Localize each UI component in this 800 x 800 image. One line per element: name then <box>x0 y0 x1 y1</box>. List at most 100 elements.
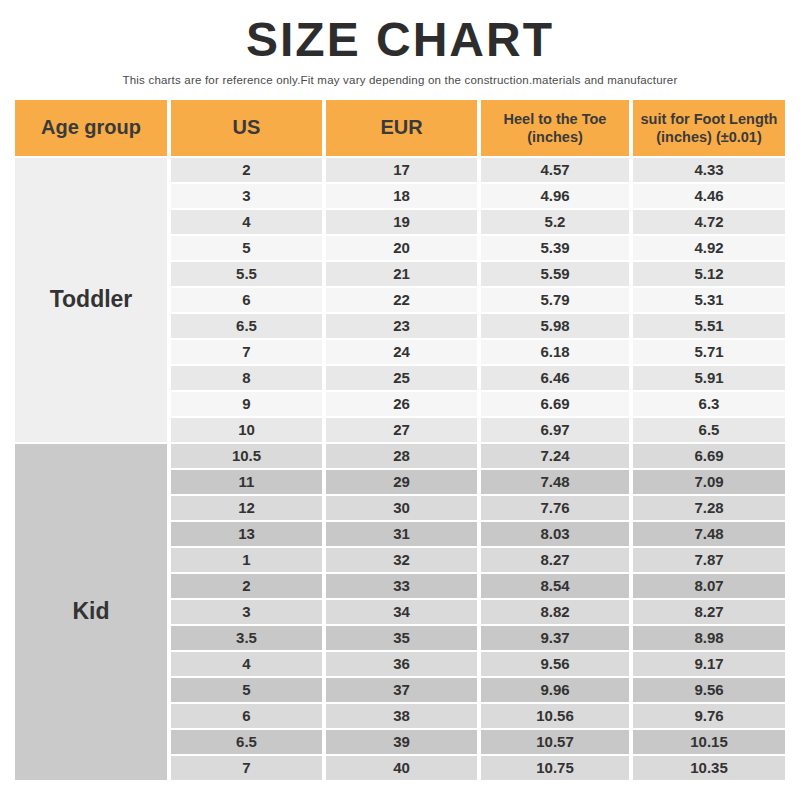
cell-foot-length: 5.71 <box>633 340 785 364</box>
cell-heel-to-the-toe: 5.98 <box>481 314 629 338</box>
cell-foot-length: 10.35 <box>633 756 785 780</box>
cell-foot-length: 5.51 <box>633 314 785 338</box>
cell-foot-length: 9.17 <box>633 652 785 676</box>
cell-heel-to-the-toe: 4.96 <box>481 184 629 208</box>
cell-eur: 33 <box>326 574 477 598</box>
cell-us: 3.5 <box>171 626 322 650</box>
cell-foot-length: 4.92 <box>633 236 785 260</box>
cell-heel-to-the-toe: 9.37 <box>481 626 629 650</box>
cell-foot-length: 7.09 <box>633 470 785 494</box>
table-row: Kid10.5287.246.69 <box>15 444 785 468</box>
cell-heel-to-the-toe: 9.96 <box>481 678 629 702</box>
group-cell-kid: Kid <box>15 444 167 780</box>
cell-eur: 39 <box>326 730 477 754</box>
table-row: Toddler2174.574.33 <box>15 158 785 182</box>
cell-foot-length: 8.27 <box>633 600 785 624</box>
column-header-us: US <box>171 100 322 156</box>
page-title: SIZE CHART <box>0 0 800 67</box>
cell-heel-to-the-toe: 7.48 <box>481 470 629 494</box>
cell-eur: 36 <box>326 652 477 676</box>
cell-foot-length: 4.72 <box>633 210 785 234</box>
cell-foot-length: 5.12 <box>633 262 785 286</box>
cell-eur: 31 <box>326 522 477 546</box>
cell-heel-to-the-toe: 5.39 <box>481 236 629 260</box>
cell-us: 10.5 <box>171 444 322 468</box>
cell-foot-length: 5.91 <box>633 366 785 390</box>
cell-us: 6.5 <box>171 730 322 754</box>
cell-heel-to-the-toe: 8.54 <box>481 574 629 598</box>
cell-heel-to-the-toe: 4.57 <box>481 158 629 182</box>
cell-foot-length: 8.98 <box>633 626 785 650</box>
cell-us: 9 <box>171 392 322 416</box>
cell-foot-length: 9.56 <box>633 678 785 702</box>
cell-heel-to-the-toe: 6.18 <box>481 340 629 364</box>
cell-heel-to-the-toe: 6.97 <box>481 418 629 442</box>
cell-eur: 19 <box>326 210 477 234</box>
cell-eur: 17 <box>326 158 477 182</box>
cell-eur: 32 <box>326 548 477 572</box>
cell-eur: 35 <box>326 626 477 650</box>
cell-us: 6 <box>171 704 322 728</box>
cell-heel-to-the-toe: 5.59 <box>481 262 629 286</box>
cell-heel-to-the-toe: 6.69 <box>481 392 629 416</box>
cell-us: 6.5 <box>171 314 322 338</box>
cell-us: 4 <box>171 210 322 234</box>
cell-heel-to-the-toe: 7.24 <box>481 444 629 468</box>
cell-foot-length: 7.87 <box>633 548 785 572</box>
cell-eur: 27 <box>326 418 477 442</box>
cell-eur: 29 <box>326 470 477 494</box>
cell-heel-to-the-toe: 5.2 <box>481 210 629 234</box>
page-subtitle: This charts are for reference only.Fit m… <box>0 74 800 86</box>
cell-us: 5 <box>171 236 322 260</box>
cell-heel-to-the-toe: 6.46 <box>481 366 629 390</box>
size-chart-table: Age groupUSEURHeel to the Toe(inches)sui… <box>11 98 789 782</box>
column-header-heel-to-the-toe: Heel to the Toe(inches) <box>481 100 629 156</box>
cell-us: 5 <box>171 678 322 702</box>
cell-eur: 40 <box>326 756 477 780</box>
cell-foot-length: 6.69 <box>633 444 785 468</box>
cell-us: 13 <box>171 522 322 546</box>
cell-heel-to-the-toe: 7.76 <box>481 496 629 520</box>
cell-us: 3 <box>171 600 322 624</box>
cell-eur: 30 <box>326 496 477 520</box>
cell-eur: 37 <box>326 678 477 702</box>
cell-foot-length: 7.48 <box>633 522 785 546</box>
cell-us: 10 <box>171 418 322 442</box>
cell-us: 8 <box>171 366 322 390</box>
cell-foot-length: 5.31 <box>633 288 785 312</box>
cell-us: 4 <box>171 652 322 676</box>
cell-heel-to-the-toe: 5.79 <box>481 288 629 312</box>
column-header-age-group: Age group <box>15 100 167 156</box>
cell-foot-length: 9.76 <box>633 704 785 728</box>
cell-foot-length: 10.15 <box>633 730 785 754</box>
column-header-eur: EUR <box>326 100 477 156</box>
cell-eur: 26 <box>326 392 477 416</box>
cell-eur: 28 <box>326 444 477 468</box>
cell-heel-to-the-toe: 8.82 <box>481 600 629 624</box>
cell-us: 2 <box>171 574 322 598</box>
cell-us: 7 <box>171 756 322 780</box>
cell-us: 1 <box>171 548 322 572</box>
cell-us: 2 <box>171 158 322 182</box>
cell-eur: 23 <box>326 314 477 338</box>
cell-eur: 25 <box>326 366 477 390</box>
cell-us: 5.5 <box>171 262 322 286</box>
cell-foot-length: 4.46 <box>633 184 785 208</box>
cell-us: 12 <box>171 496 322 520</box>
cell-eur: 20 <box>326 236 477 260</box>
column-header-foot-length: suit for Foot Length(inches) (±0.01) <box>633 100 785 156</box>
cell-foot-length: 6.5 <box>633 418 785 442</box>
cell-eur: 24 <box>326 340 477 364</box>
cell-heel-to-the-toe: 9.56 <box>481 652 629 676</box>
cell-eur: 21 <box>326 262 477 286</box>
cell-foot-length: 8.07 <box>633 574 785 598</box>
header-row: Age groupUSEURHeel to the Toe(inches)sui… <box>15 100 785 156</box>
cell-heel-to-the-toe: 10.57 <box>481 730 629 754</box>
cell-us: 3 <box>171 184 322 208</box>
cell-heel-to-the-toe: 10.56 <box>481 704 629 728</box>
cell-heel-to-the-toe: 10.75 <box>481 756 629 780</box>
cell-foot-length: 7.28 <box>633 496 785 520</box>
cell-eur: 38 <box>326 704 477 728</box>
cell-us: 11 <box>171 470 322 494</box>
cell-us: 7 <box>171 340 322 364</box>
